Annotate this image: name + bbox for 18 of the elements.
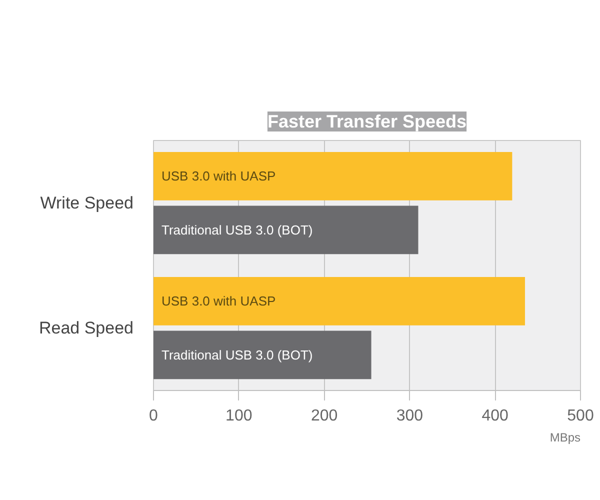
text: Traditional USB 3.0 (BOT) xyxy=(162,347,313,362)
x-axis-title: MBps xyxy=(550,430,581,444)
bar xyxy=(154,330,372,380)
bar xyxy=(154,152,512,200)
bar xyxy=(154,206,418,254)
x-tick-label: 200 xyxy=(310,408,338,424)
series-label: USB 3.0 with UASP xyxy=(162,168,276,184)
x-tick-label: 0 xyxy=(149,408,158,424)
x-tick-label: 500 xyxy=(567,408,594,424)
x-tick-label: 300 xyxy=(396,408,424,424)
series-label: Traditional USB 3.0 (BOT) xyxy=(162,222,313,238)
x-tick-label: 100 xyxy=(226,408,252,424)
y-tick-label: Write Speed xyxy=(40,194,134,212)
x-tick-label: 400 xyxy=(482,408,509,424)
chart-title: Faster Transfer Speeds xyxy=(267,112,467,132)
bar xyxy=(154,276,525,326)
y-tick-label: Read Speed xyxy=(38,318,134,338)
text: USB 3.0 with UASP xyxy=(162,294,276,309)
